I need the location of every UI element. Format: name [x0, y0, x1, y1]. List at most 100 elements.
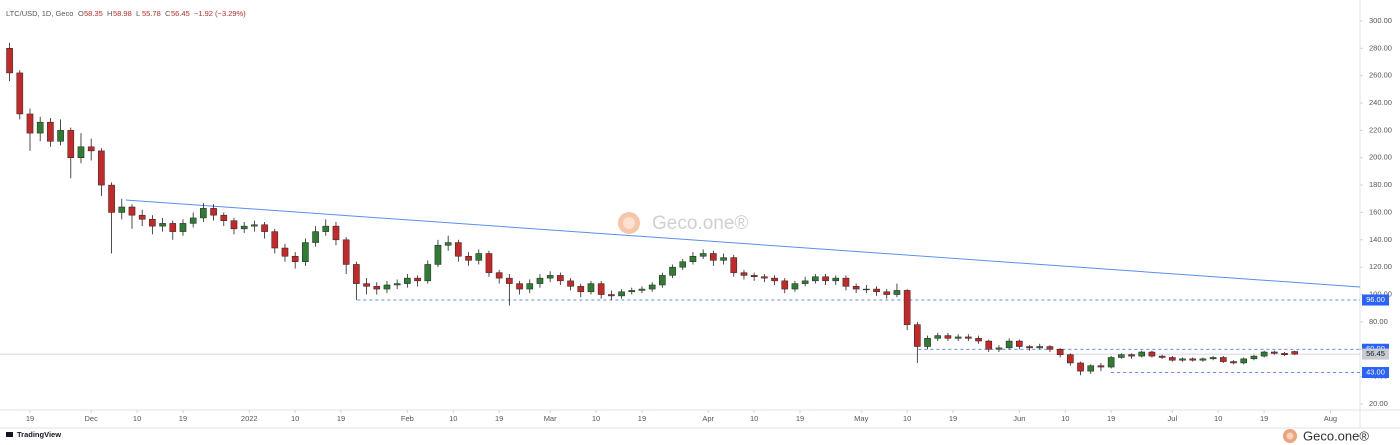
candle-body — [1128, 354, 1135, 357]
candle-body — [618, 291, 625, 297]
candle-body — [1056, 349, 1064, 355]
tv-logo — [6, 432, 13, 437]
ohlc-value: 58.98 — [113, 9, 132, 18]
x-tick-label: 10 — [1214, 414, 1222, 423]
candle-body — [1046, 346, 1054, 350]
candle-body — [373, 286, 381, 290]
candle-body — [36, 121, 44, 134]
candle-body — [67, 130, 75, 158]
candle-body — [995, 347, 1003, 350]
candle-body — [220, 214, 228, 221]
candle-body — [597, 283, 605, 295]
candle-body — [1220, 357, 1227, 362]
x-tick-label: Mar — [544, 414, 557, 423]
x-tick-label: 19 — [949, 414, 957, 423]
candle-body — [832, 277, 840, 282]
watermark: Geco.one® — [618, 212, 748, 234]
y-tick-label: 280.00 — [1369, 43, 1392, 52]
candle-body — [404, 277, 411, 284]
x-tick-label: 2022 — [241, 414, 258, 423]
candle-body — [26, 113, 34, 134]
candle-body — [138, 214, 146, 220]
x-tick-label: 19 — [495, 414, 503, 423]
candle-body — [689, 255, 697, 262]
candle-body — [1291, 351, 1299, 355]
candle-body — [1026, 346, 1033, 349]
candle-body — [608, 294, 615, 297]
candle-body — [1148, 351, 1156, 357]
candle-body — [914, 324, 921, 347]
x-tick-label: Apr — [702, 414, 714, 423]
y-tick-label: 260.00 — [1369, 71, 1392, 80]
candle-body — [1169, 357, 1176, 361]
candle-body — [710, 253, 717, 261]
footer-logo-inner — [1286, 432, 1294, 440]
watermark-logo-inner — [623, 217, 635, 229]
candle-body — [149, 219, 156, 227]
ohlc-letter: H — [107, 9, 112, 18]
candle-body — [118, 206, 126, 213]
candle-body — [1189, 358, 1197, 361]
candle-body — [251, 224, 258, 227]
y-tick-label: 220.00 — [1369, 125, 1392, 134]
candle-body — [230, 220, 238, 230]
price-label: 56.45 — [1366, 349, 1385, 358]
candle-body — [271, 231, 279, 249]
candle-body — [781, 280, 789, 290]
candle-body — [475, 253, 483, 261]
candle-body — [648, 284, 656, 290]
candle-body — [863, 288, 870, 291]
price-label-box — [1362, 294, 1389, 306]
x-tick-label: 10 — [133, 414, 141, 423]
x-tick-label: 19 — [337, 414, 345, 423]
candle-body — [577, 286, 585, 293]
candle-body — [465, 255, 472, 261]
candle-body — [628, 290, 636, 293]
candle-body — [1077, 362, 1084, 372]
candle-body — [1199, 358, 1207, 361]
x-tick-label: 19 — [26, 414, 34, 423]
candle-body — [1107, 357, 1115, 368]
candle-body — [1005, 340, 1013, 349]
symbol: LTC/USD, 1D, Geco — [6, 9, 73, 18]
x-tick-label: 10 — [750, 414, 758, 423]
ohlc-letter: C — [165, 9, 171, 18]
candle-body — [444, 242, 452, 246]
candle-body — [47, 121, 54, 142]
candle-body — [1138, 351, 1146, 357]
candle-body — [353, 264, 360, 284]
x-tick-label: Feb — [401, 414, 414, 423]
x-tick-label: May — [854, 414, 868, 423]
candle-body — [924, 338, 931, 347]
candle-body — [322, 225, 330, 232]
candle-body — [965, 336, 972, 339]
candle-body — [1179, 358, 1186, 361]
candle-body — [1281, 353, 1288, 355]
x-tick-label: 10 — [903, 414, 911, 423]
candle-body — [1230, 361, 1237, 364]
candle-body — [873, 288, 880, 293]
candle-body — [954, 336, 962, 339]
candle-body — [944, 335, 952, 339]
ohlc-letter: O — [78, 9, 84, 18]
legend-header: LTC/USD, 1D, Geco O 58.35 H 58.98 L 55.78 C 56.… — [6, 9, 246, 18]
price-label: 96.00 — [1366, 295, 1385, 304]
footer-left: TradingView — [17, 430, 61, 439]
candle-body — [1158, 355, 1166, 358]
candle-body — [434, 245, 442, 265]
candle-body — [679, 261, 687, 268]
price-label-box — [1362, 367, 1389, 379]
candle-body — [720, 257, 727, 261]
trend-line — [125, 199, 1361, 288]
candle-body — [659, 275, 666, 286]
candle-body — [985, 340, 993, 350]
x-tick-label: Aug — [1324, 414, 1337, 423]
candle-body — [526, 283, 534, 290]
change: −1.92 (−3.29%) — [194, 9, 246, 18]
candle-body — [801, 280, 809, 284]
candle-body — [516, 283, 523, 290]
candle-body — [240, 225, 248, 230]
candle-body — [1240, 358, 1248, 364]
candle-body — [128, 206, 136, 216]
